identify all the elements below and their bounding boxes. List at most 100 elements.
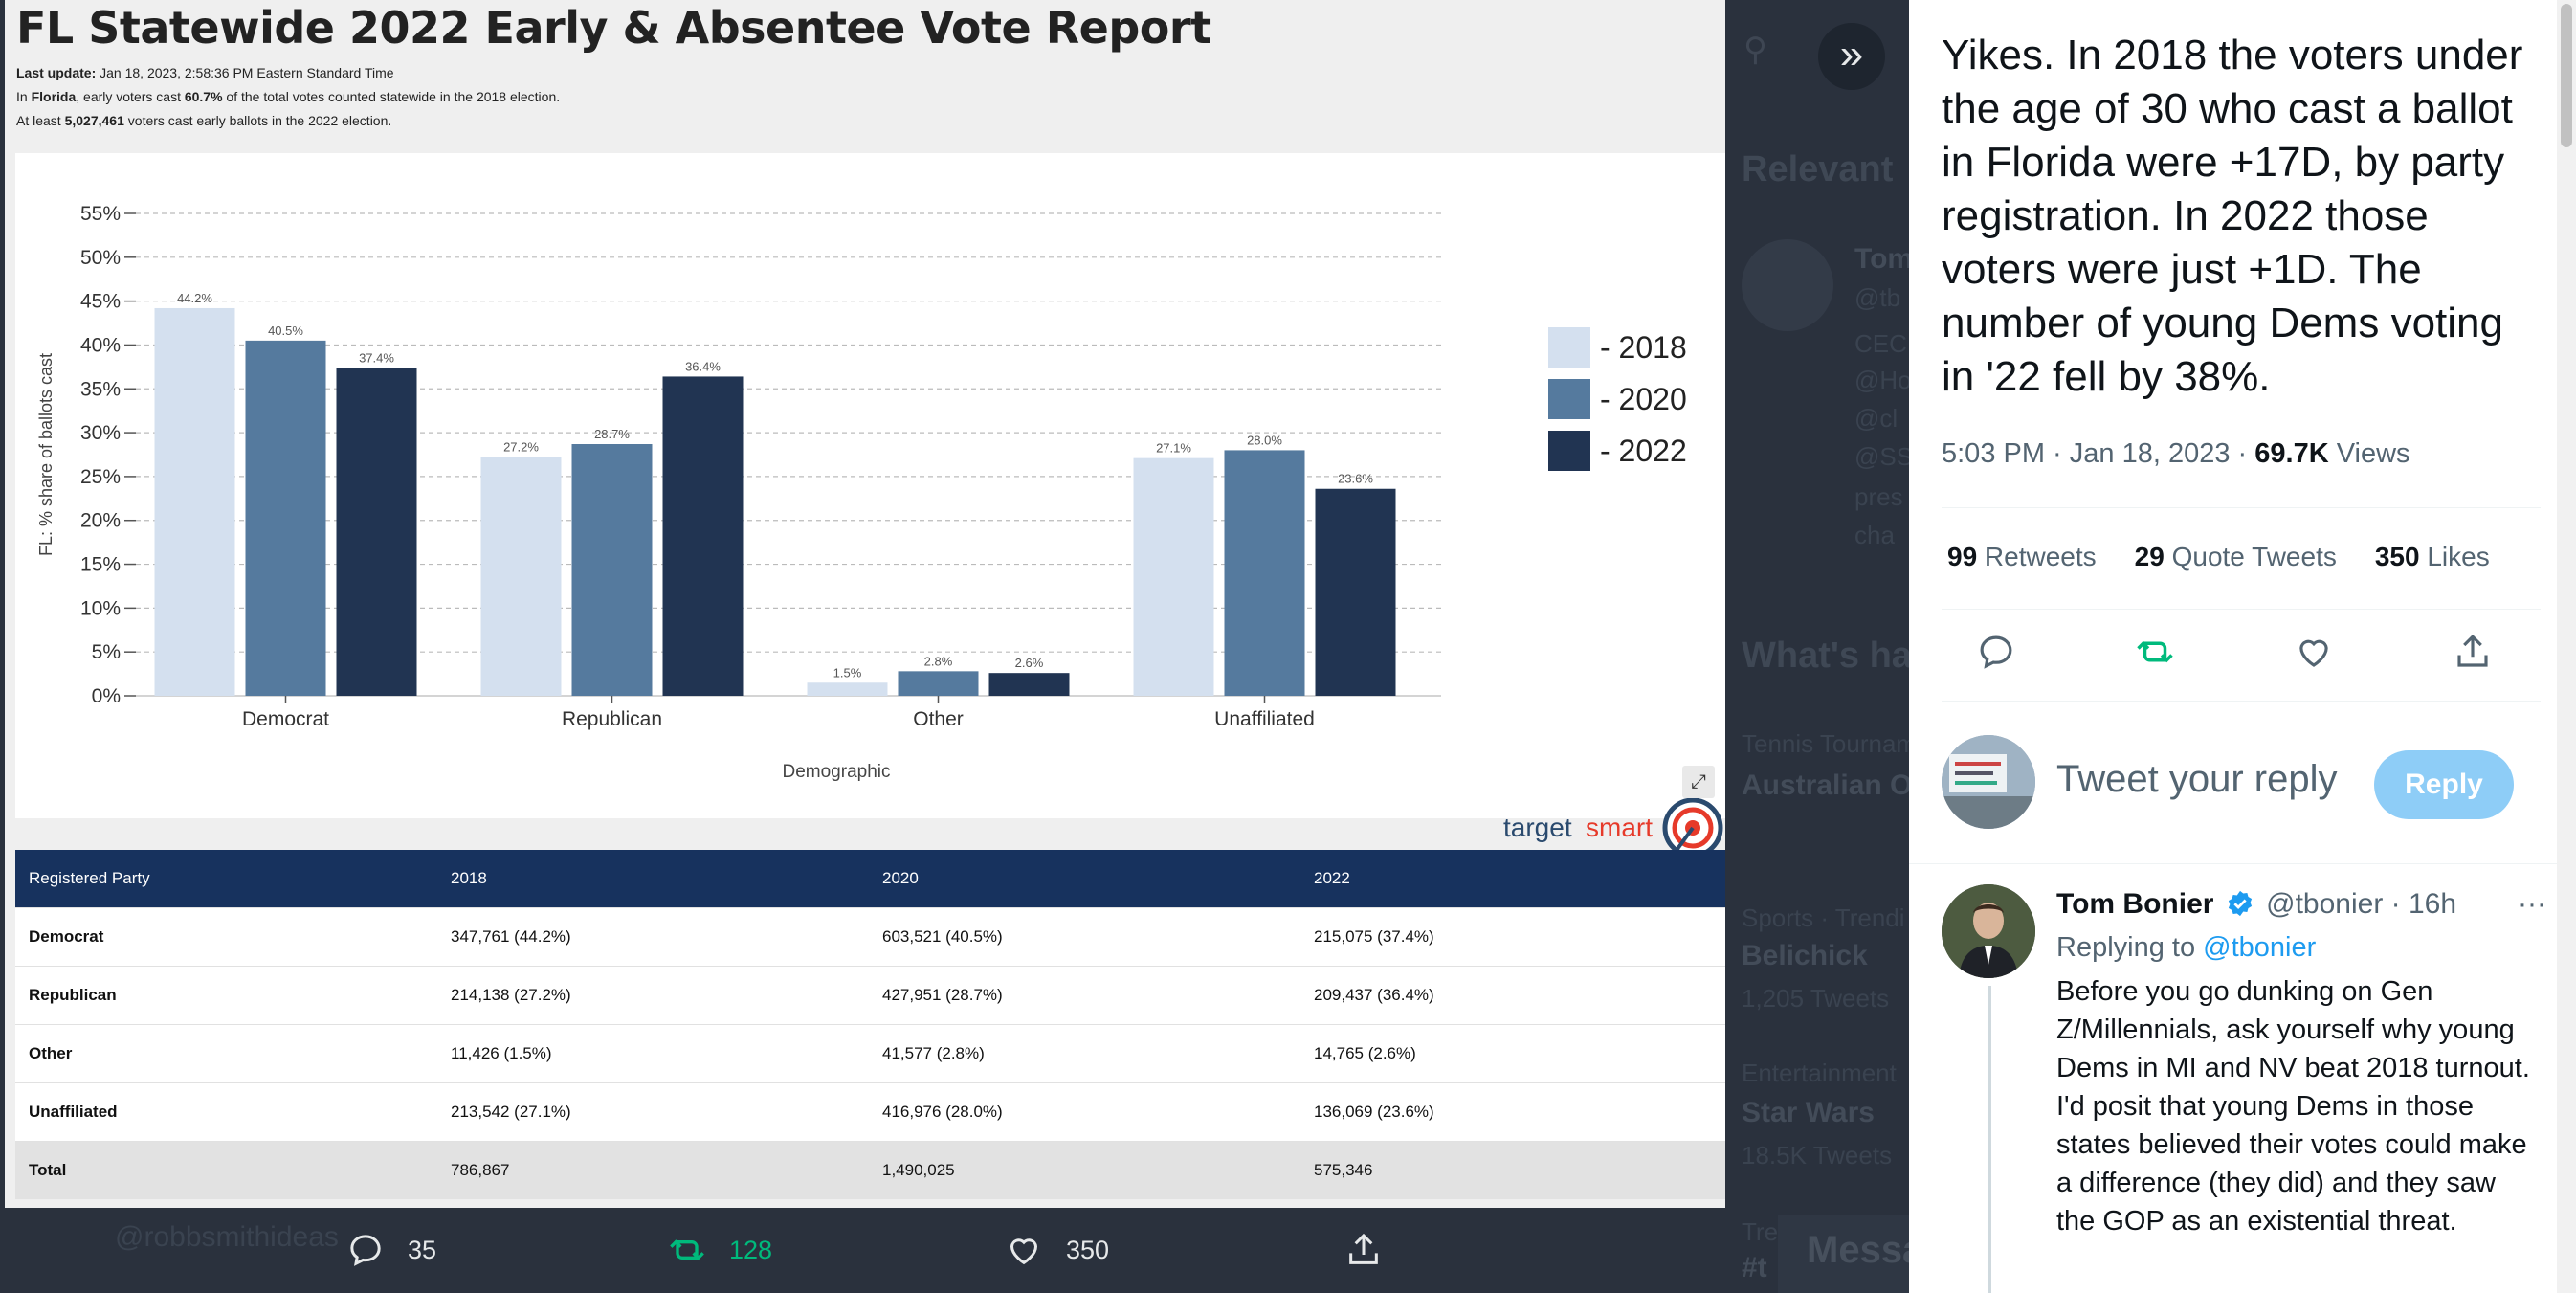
bar-data-label: 23.6% bbox=[1338, 472, 1373, 486]
bar bbox=[898, 671, 979, 696]
bg-bio-link: @Ho bbox=[1854, 366, 1912, 394]
targetsmart-logo: target smart bbox=[1503, 797, 1723, 858]
bar-data-label: 27.2% bbox=[503, 440, 539, 455]
tweet-time[interactable]: 5:03 PM · Jan 18, 2023 · bbox=[1942, 438, 2255, 469]
table-cell: Total bbox=[15, 1140, 437, 1199]
y-tick-label: 40% bbox=[80, 334, 121, 356]
table-cell: 136,069 (23.6%) bbox=[1300, 1081, 1725, 1141]
legend-label: - 2022 bbox=[1600, 434, 1687, 468]
bar bbox=[1315, 488, 1396, 696]
tweet-stats: 99 Retweets 29 Quote Tweets 350 Likes bbox=[1947, 542, 2490, 572]
likes-label: Likes bbox=[2419, 542, 2490, 571]
reply-author[interactable]: Tom Bonier @tbonier · 16h bbox=[2056, 888, 2456, 921]
legend-label: - 2018 bbox=[1600, 330, 1687, 365]
bar bbox=[245, 340, 326, 696]
y-tick-label: 15% bbox=[80, 554, 121, 576]
column-header: 2020 bbox=[869, 850, 1300, 907]
table-row: Republican 214,138 (27.2%) 427,951 (28.7… bbox=[15, 965, 1725, 1024]
bar bbox=[1133, 457, 1214, 696]
reply-input[interactable]: Tweet your reply bbox=[2056, 758, 2338, 800]
table-cell: 603,521 (40.5%) bbox=[869, 906, 1300, 966]
scrollbar-thumb[interactable] bbox=[2561, 4, 2572, 147]
more-options-icon[interactable]: ··· bbox=[2518, 888, 2546, 920]
reply-count: 35 bbox=[408, 1235, 437, 1264]
bg-trend-count: 18.5K Tweets bbox=[1742, 1141, 1893, 1170]
reply-author-avatar[interactable] bbox=[1942, 884, 2035, 978]
last-update-label: Last update: bbox=[16, 65, 97, 80]
retweet-icon[interactable] bbox=[2135, 632, 2175, 672]
retweet-count: 128 bbox=[729, 1235, 773, 1264]
y-tick-label: 35% bbox=[80, 378, 121, 400]
y-tick-label: 45% bbox=[80, 291, 121, 313]
reply-icon[interactable] bbox=[1976, 632, 2016, 672]
bg-trend-title: #t bbox=[1742, 1252, 1767, 1283]
views-count: 69.7K bbox=[2254, 438, 2329, 469]
logo-text-target: target bbox=[1503, 813, 1572, 842]
table-cell: Democrat bbox=[15, 906, 437, 966]
bar-data-label: 36.4% bbox=[685, 359, 721, 373]
bar-data-label: 44.2% bbox=[177, 291, 212, 305]
bg-name: Tom bbox=[1854, 243, 1914, 275]
reply-button[interactable]: Reply bbox=[2374, 750, 2514, 819]
y-tick-label: 30% bbox=[80, 422, 121, 444]
column-header: 2018 bbox=[437, 850, 869, 907]
bg-heading-whats: What's ha bbox=[1742, 635, 1912, 676]
bar bbox=[336, 368, 417, 696]
bar-chart: 0% 5% 10% 15% 20% 25% 30% 35% 40% 45% 50% 55% 44.2% 4… bbox=[15, 153, 1725, 858]
retweet-action[interactable]: 128 bbox=[668, 1231, 772, 1269]
text-fragment: , early voters cast bbox=[76, 89, 185, 104]
table-row: Democrat 347,761 (44.2%) 603,521 (40.5%)… bbox=[15, 906, 1725, 966]
collapse-panel-button[interactable]: » bbox=[1818, 23, 1885, 90]
expand-icon[interactable]: ⤢ bbox=[1682, 766, 1715, 798]
retweets-count: 99 bbox=[1947, 542, 1978, 571]
replying-handle-link[interactable]: @tbonier bbox=[2203, 932, 2317, 963]
bar bbox=[154, 307, 235, 696]
reply-author-handle: @tbonier · 16h bbox=[2266, 888, 2457, 920]
legend-swatch bbox=[1548, 327, 1590, 368]
share-icon[interactable] bbox=[2453, 632, 2493, 672]
table-total-row: Total 786,867 1,490,025 575,346 bbox=[15, 1140, 1725, 1199]
bg-bio: cha bbox=[1854, 521, 1895, 549]
bar bbox=[807, 682, 888, 696]
divider bbox=[1942, 507, 2541, 508]
x-tick-label: Democrat bbox=[242, 708, 329, 730]
messages-drawer[interactable]: Messa bbox=[1778, 1215, 1923, 1293]
like-action[interactable]: 350 bbox=[1005, 1231, 1109, 1269]
y-tick-label: 55% bbox=[80, 203, 121, 225]
bar-data-label: 37.4% bbox=[359, 350, 394, 365]
bar-data-label: 28.0% bbox=[1247, 433, 1282, 447]
messages-label: Messa bbox=[1807, 1229, 1924, 1271]
bar bbox=[988, 673, 1070, 696]
heart-icon bbox=[1010, 1238, 1038, 1265]
bar bbox=[480, 457, 562, 696]
table-cell: 416,976 (28.0%) bbox=[869, 1081, 1300, 1141]
last-update-value: Jan 18, 2023, 2:58:36 PM Eastern Standar… bbox=[100, 65, 394, 80]
bg-bio: CEC bbox=[1854, 329, 1907, 358]
y-tick-label: 5% bbox=[92, 641, 121, 663]
table-cell: Unaffiliated bbox=[15, 1081, 437, 1141]
replying-to: Replying to @tbonier bbox=[2056, 932, 2316, 964]
user-avatar bbox=[1942, 735, 2035, 829]
heart-icon[interactable] bbox=[2294, 632, 2334, 672]
bar bbox=[571, 444, 653, 696]
text-fragment: of the total votes counted statewide in … bbox=[222, 89, 561, 104]
share-action[interactable] bbox=[1344, 1231, 1406, 1269]
retweets-stat[interactable]: 99 Retweets bbox=[1947, 542, 2097, 572]
quotes-count: 29 bbox=[2134, 542, 2165, 571]
tweet-timestamp: 5:03 PM · Jan 18, 2023 · 69.7K Views bbox=[1942, 438, 2410, 470]
reply-author-name[interactable]: Tom Bonier bbox=[2056, 888, 2214, 920]
table-cell: 213,542 (27.1%) bbox=[437, 1081, 869, 1141]
bg-trend-label: Sports · Trendi bbox=[1742, 903, 1905, 932]
table-cell: 11,426 (1.5%) bbox=[437, 1023, 869, 1082]
like-count: 350 bbox=[1066, 1235, 1110, 1264]
x-axis-label: Demographic bbox=[783, 762, 891, 782]
reply-action[interactable]: 35 bbox=[346, 1231, 436, 1269]
quote-tweets-stat[interactable]: 29 Quote Tweets bbox=[2135, 542, 2337, 572]
x-tick-label: Republican bbox=[562, 708, 662, 730]
likes-stat[interactable]: 350 Likes bbox=[2375, 542, 2490, 572]
share-icon bbox=[1349, 1233, 1378, 1264]
scrollbar[interactable] bbox=[2557, 0, 2576, 1293]
last-update-line: Last update: Jan 18, 2023, 2:58:36 PM Ea… bbox=[16, 65, 394, 80]
thread-line bbox=[1988, 986, 1991, 1293]
chevron-double-right-icon: » bbox=[1839, 31, 1864, 78]
